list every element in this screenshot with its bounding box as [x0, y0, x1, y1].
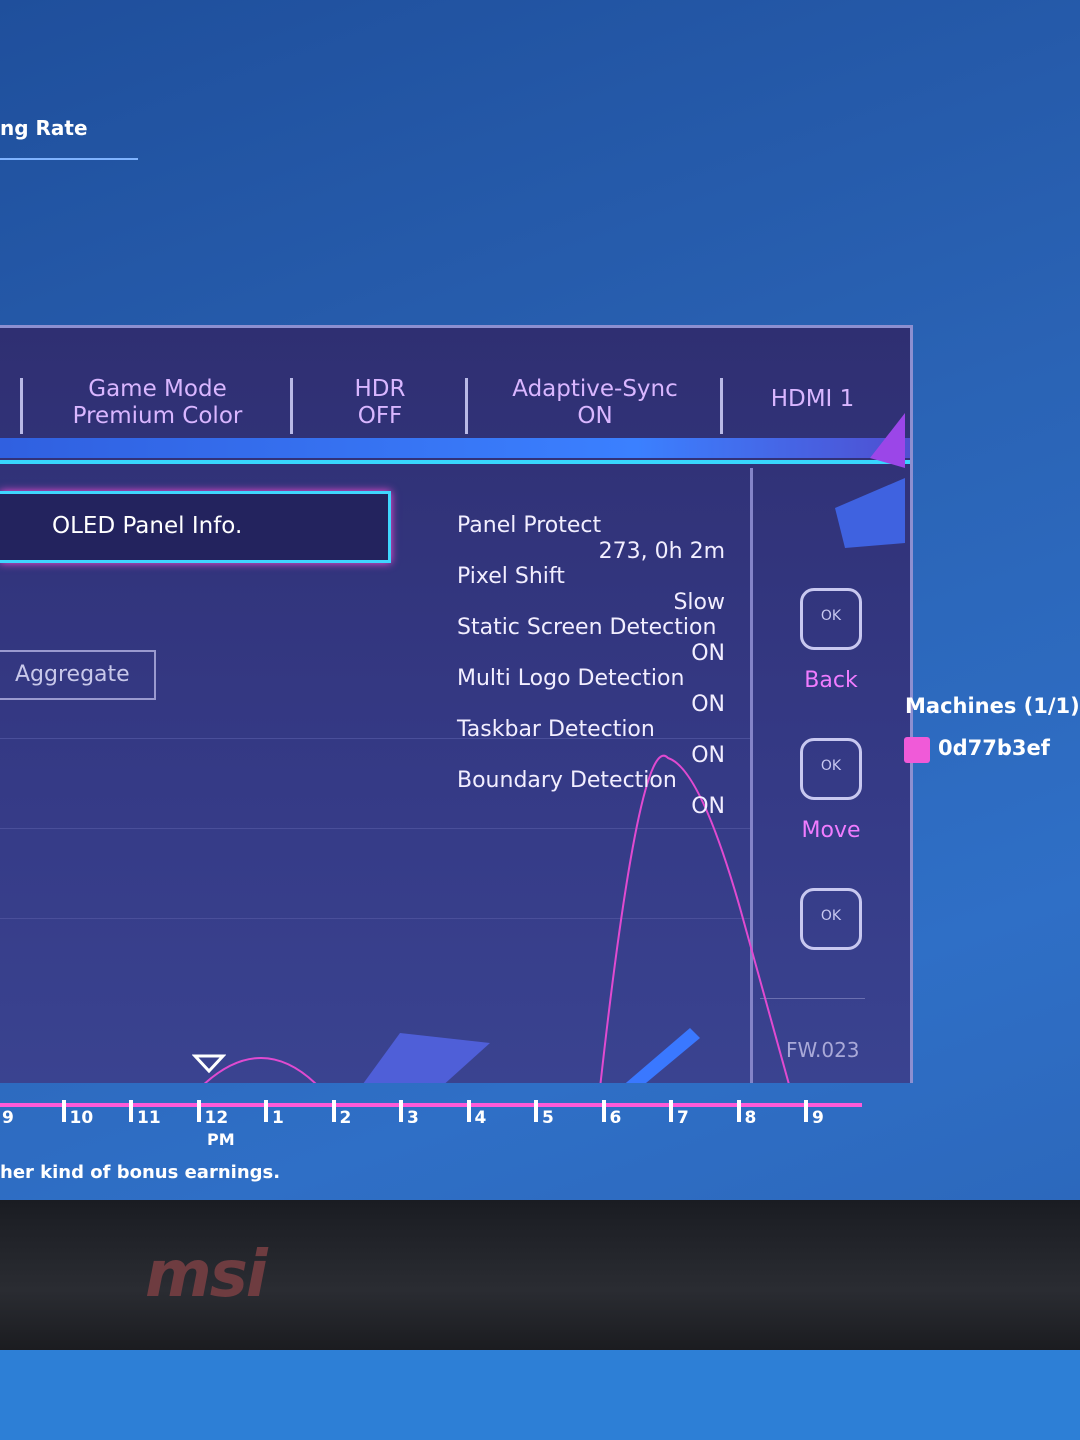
- axis-tick: [331, 1100, 336, 1122]
- item-label: Pixel Shift: [457, 564, 565, 589]
- axis-label: 12: [204, 1108, 229, 1128]
- nav-icon-text: OK: [820, 908, 842, 924]
- divider: [760, 998, 865, 999]
- tab-separator: [20, 378, 23, 434]
- axis-label: 2: [339, 1108, 352, 1128]
- aggregate-label: Aggregate: [15, 662, 130, 687]
- axis-label: 3: [407, 1108, 419, 1128]
- axis-tick: [534, 1100, 538, 1122]
- tab-line2: ON: [577, 403, 613, 429]
- selected-menu[interactable]: OLED Panel Info.: [0, 491, 391, 563]
- item-label: Taskbar Detection: [457, 717, 655, 742]
- osd-panel: OLED Panel Info. Aggregate FW.023 Game M…: [0, 325, 913, 1083]
- decoration: [204, 413, 905, 1083]
- item-label: Boundary Detection: [457, 768, 677, 793]
- grid-line: [0, 828, 750, 829]
- marker-triangle: [192, 1054, 226, 1074]
- item-label: Multi Logo Detection: [457, 666, 685, 691]
- axis-label: 9: [2, 1108, 14, 1128]
- tab-line2: Premium Color: [72, 403, 243, 429]
- tab-separator: [720, 378, 723, 434]
- legend-title: Machines (1/1): [905, 694, 1080, 718]
- tab[interactable]: Game Mode Premium Color: [25, 376, 290, 430]
- axis-tick: [804, 1100, 808, 1122]
- legend-item: 0d77b3ef: [938, 736, 1050, 760]
- axis-label: 7: [677, 1108, 689, 1128]
- item-label: Static Screen Detection: [457, 615, 717, 640]
- footer-text: her kind of bonus earnings.: [0, 1162, 281, 1183]
- tab-line2: OFF: [357, 403, 403, 429]
- firmware: FW.023: [786, 1038, 860, 1062]
- axis-tick: [129, 1100, 133, 1122]
- axis-tick: [264, 1100, 268, 1122]
- item-value: ON: [691, 692, 725, 717]
- tab[interactable]: HDR OFF: [295, 376, 465, 430]
- nav-icon: OK: [800, 888, 862, 950]
- axis-tick: [669, 1100, 673, 1122]
- tab-line1: Adaptive-Sync: [512, 376, 678, 402]
- heading: ng Rate: [0, 116, 88, 140]
- brand-logo: msi: [145, 1238, 268, 1312]
- monitor-bezel: [0, 1200, 1080, 1350]
- selected-menu-label: OLED Panel Info.: [52, 513, 243, 539]
- grid-line: [0, 738, 750, 739]
- desk: [0, 1350, 1080, 1440]
- axis-label: 1: [272, 1108, 284, 1128]
- heading-underline: [0, 158, 138, 160]
- axis-tick: [466, 1100, 471, 1122]
- item-value: ON: [691, 641, 725, 666]
- tab-separator: [290, 378, 293, 434]
- item-label: Panel Protect: [457, 513, 602, 538]
- axis-tick: [601, 1100, 606, 1122]
- legend-checkbox[interactable]: [904, 737, 930, 763]
- item-value: ON: [691, 794, 725, 819]
- nav-label: Back: [804, 668, 858, 693]
- nav-label: Move: [801, 818, 861, 843]
- axis-label: 5: [542, 1108, 554, 1128]
- axis-tick: [196, 1100, 201, 1122]
- axis-label: 10: [69, 1108, 94, 1128]
- axis-sublabel: PM: [207, 1130, 235, 1149]
- grid-line: [0, 918, 750, 919]
- tab-separator: [465, 378, 468, 434]
- axis-tick: [736, 1100, 741, 1122]
- tab-line1: Game Mode: [88, 376, 227, 402]
- item-value: ON: [691, 743, 725, 768]
- axis-label: 6: [609, 1108, 622, 1128]
- nav-icon-text: OK: [820, 758, 842, 774]
- tab-underline: [0, 460, 910, 464]
- axis-tick: [61, 1100, 66, 1122]
- axis-label: 4: [474, 1108, 487, 1128]
- tab-bar-glow: [0, 438, 910, 458]
- time-axis: [0, 1103, 862, 1107]
- tab[interactable]: Adaptive-Sync ON: [470, 376, 720, 430]
- axis-tick: [399, 1100, 403, 1122]
- tab-line1: HDR: [354, 376, 406, 402]
- tab-line1: HDMI 1: [770, 386, 855, 412]
- axis-label: 9: [812, 1108, 824, 1128]
- nav-icon-text: OK: [820, 608, 842, 624]
- nav-icon: OK: [800, 738, 862, 800]
- item-value: Slow: [673, 590, 725, 615]
- column-divider: [750, 468, 753, 1083]
- tab[interactable]: HDMI 1: [725, 386, 900, 413]
- axis-label: 8: [744, 1108, 757, 1128]
- axis-label: 11: [137, 1108, 161, 1128]
- aggregate-button[interactable]: Aggregate: [0, 650, 156, 700]
- nav-icon: OK: [800, 588, 862, 650]
- item-value: 273, 0h 2m: [598, 539, 725, 564]
